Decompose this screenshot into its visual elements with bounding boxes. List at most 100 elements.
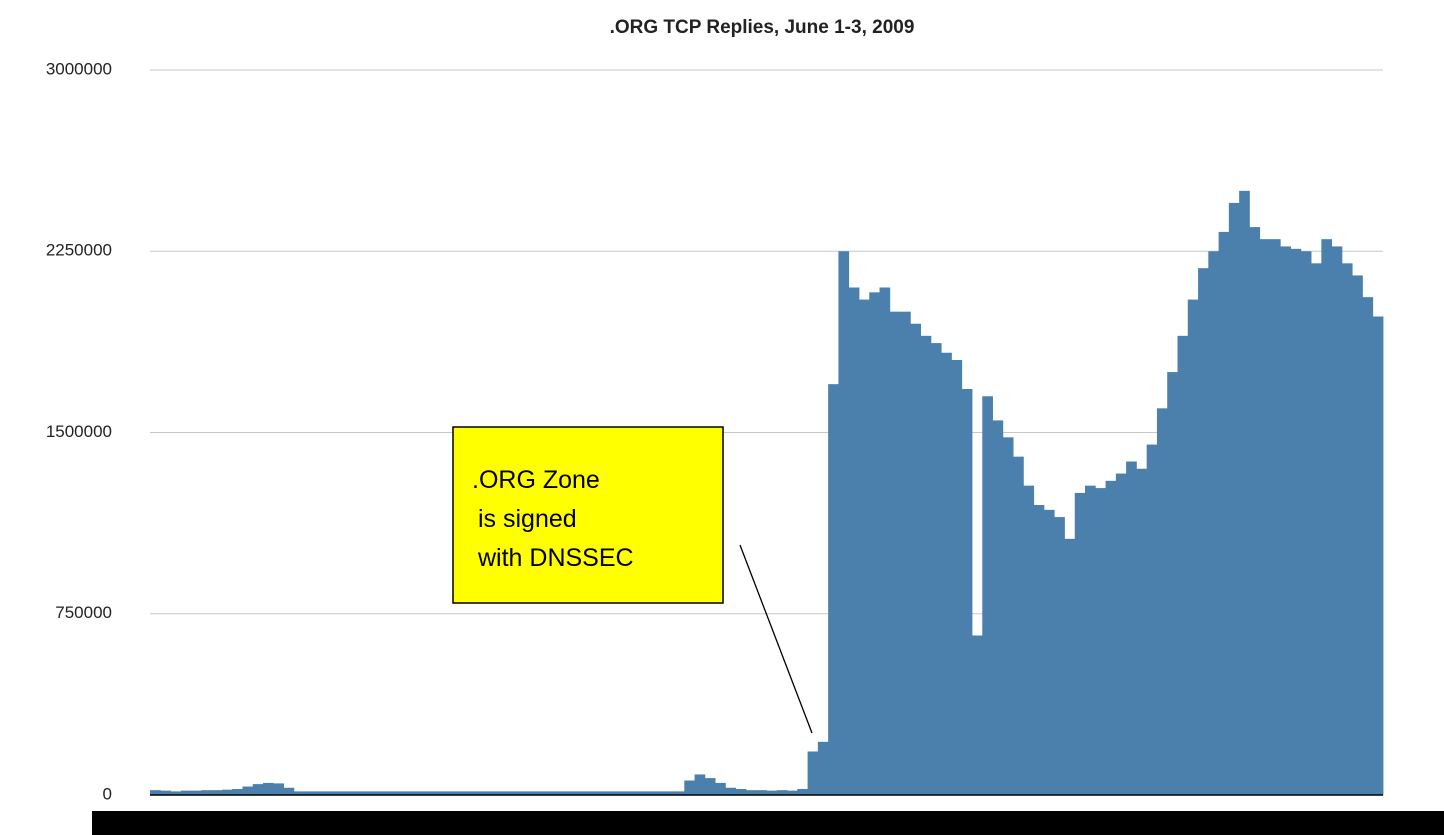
bar: [704, 778, 716, 795]
bar: [735, 788, 747, 795]
bar: [643, 791, 654, 795]
bar: [458, 791, 469, 795]
bar: [858, 299, 870, 795]
bar: [674, 791, 685, 795]
bar: [1269, 239, 1281, 795]
bar: [571, 791, 582, 795]
bar: [838, 251, 850, 795]
annotation-line: with DNSSEC: [477, 544, 634, 572]
bar: [725, 787, 737, 795]
bar: [324, 791, 336, 795]
bar: [879, 287, 891, 795]
bar: [561, 791, 572, 795]
bar: [530, 791, 541, 795]
bar: [355, 791, 367, 795]
annotation-pointer: [739, 544, 813, 734]
bar: [1352, 275, 1363, 796]
bar: [283, 787, 295, 795]
bar: [591, 791, 603, 795]
bar: [632, 791, 644, 795]
bar: [1074, 492, 1086, 795]
bar: [797, 788, 808, 795]
bar: [273, 783, 284, 795]
bar: [1002, 437, 1014, 795]
bar: [334, 791, 346, 795]
bar: [930, 343, 942, 795]
bar: [1126, 461, 1137, 795]
bar: [745, 790, 757, 795]
bar: [242, 786, 254, 795]
bar: [828, 384, 839, 795]
bar: [622, 791, 634, 795]
bar: [314, 791, 326, 795]
bar: [519, 791, 531, 795]
bar: [180, 790, 192, 795]
bar: [1249, 227, 1261, 796]
y-tick-label: 2250000: [46, 241, 112, 260]
bar: [1187, 299, 1199, 795]
bar: [396, 791, 408, 795]
bar: [910, 323, 922, 795]
bar: [437, 791, 449, 795]
bar: [150, 790, 161, 795]
bar: [1177, 335, 1189, 795]
bar: [602, 791, 613, 795]
bar: [1280, 246, 1291, 795]
bar: [160, 790, 171, 795]
bar: [1085, 485, 1096, 795]
bar: [1372, 316, 1384, 795]
chart-title: .ORG TCP Replies, June 1-3, 2009: [610, 17, 915, 38]
bar: [1023, 485, 1035, 795]
bar: [345, 791, 356, 795]
bar: [304, 791, 315, 795]
annotation-line: .ORG Zone: [472, 466, 600, 494]
annotation-box: [452, 426, 724, 604]
y-tick-label: 3000000: [46, 59, 112, 78]
bar: [612, 791, 624, 795]
bar: [900, 311, 911, 795]
bar: [1013, 456, 1024, 795]
bar: [1198, 268, 1209, 796]
bar: [920, 335, 932, 795]
bar: [1095, 488, 1106, 795]
bar: [663, 791, 675, 795]
bar: [1136, 468, 1148, 795]
bar: [1054, 517, 1065, 795]
bar: [376, 791, 387, 795]
bar: [293, 791, 305, 795]
bar: [1146, 444, 1158, 795]
bar: [252, 784, 264, 795]
x-axis-band: [92, 811, 1444, 835]
bar: [386, 791, 397, 795]
bar: [1218, 231, 1230, 795]
bar: [1290, 248, 1302, 796]
bar: [817, 741, 829, 795]
bar: [468, 791, 480, 795]
bar: [489, 791, 500, 795]
bar: [1259, 239, 1271, 795]
y-tick-label: 1500000: [46, 422, 112, 441]
bar: [1331, 246, 1343, 795]
bar: [1064, 538, 1076, 795]
bar: [365, 791, 377, 795]
bar: [540, 791, 552, 795]
bar: [191, 790, 202, 795]
plot-area: 0 750000 1500000 2250000 3000000: [46, 59, 1384, 803]
bar: [1033, 505, 1045, 795]
bar: [889, 311, 901, 795]
bar: [1300, 251, 1312, 795]
bar: [478, 791, 490, 795]
bar: [1321, 239, 1333, 795]
y-tick-label: 0: [103, 784, 112, 803]
bar: [776, 790, 788, 795]
bar: [1043, 509, 1055, 795]
bar: [406, 791, 418, 795]
annotation-line: is signed: [478, 505, 577, 533]
bar: [951, 360, 963, 795]
bar: [221, 789, 233, 795]
bar: [848, 287, 860, 795]
bar: [992, 420, 1004, 795]
y-tick-label: 750000: [55, 603, 112, 622]
bar: [581, 791, 593, 795]
